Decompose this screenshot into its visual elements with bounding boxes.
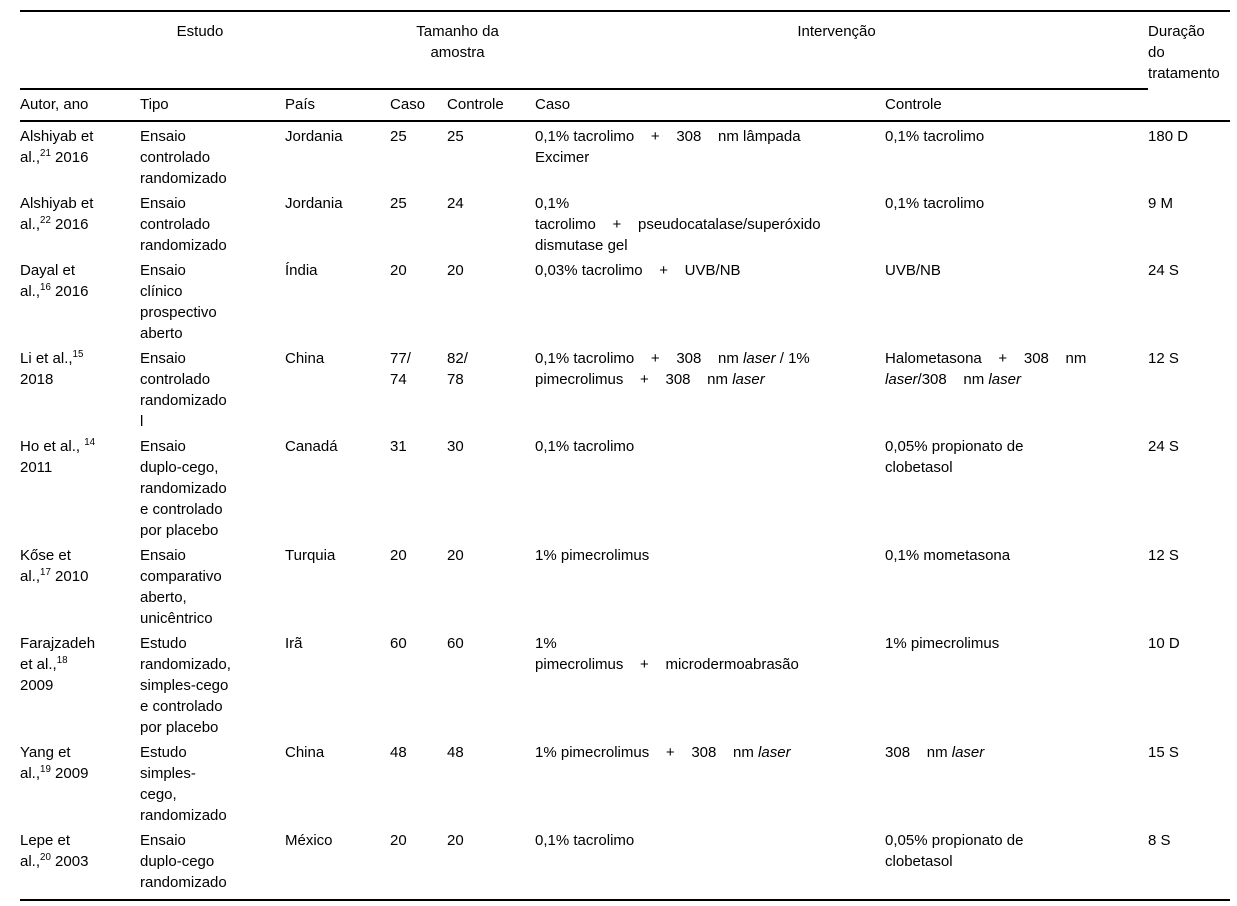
cell-controle-n: 20 xyxy=(447,832,464,849)
cell-pais: Turquia xyxy=(285,547,336,564)
cell-controle-n: 48 xyxy=(447,744,464,761)
cell-autor-ano: Alshiyab et al.,22 2016 xyxy=(20,195,94,233)
cell-intervencao-controle: 0,05% propionato de clobetasol xyxy=(885,832,1024,870)
cell-duracao: 24 S xyxy=(1148,438,1179,455)
header-autor-ano: Autor, ano xyxy=(20,89,140,122)
cell-autor-ano: Yang et al.,19 2009 xyxy=(20,744,89,782)
study-row: Ho et al., 14 2011 Ensaio duplo-cego, random… xyxy=(20,432,1230,541)
cell-autor-ano: Dayal et al.,16 2016 xyxy=(20,262,89,300)
cell-tipo: Ensaio duplo-cego randomizado xyxy=(140,832,227,891)
cell-tipo: Ensaio controlado randomizado xyxy=(140,195,227,254)
study-row: Li et al.,15 2018 Ensaio controlado randomiz… xyxy=(20,344,1230,432)
cell-intervencao-caso: 0,1% tacrolimo + 308 nm laser / 1% pimecr… xyxy=(535,350,810,388)
cell-intervencao-controle: 308 nm laser xyxy=(885,744,985,761)
cell-duracao: 180 D xyxy=(1148,128,1189,145)
table-header: Estudo Tamanho da amostra Intervenção Dur… xyxy=(20,11,1231,122)
cell-pais: Jordania xyxy=(285,195,343,212)
cell-intervencao-controle: UVB/NB xyxy=(885,262,941,279)
cell-tipo: Ensaio controlado randomizado l xyxy=(140,350,227,430)
cell-pais: Irã xyxy=(285,635,303,652)
cell-caso-n: 20 xyxy=(390,832,407,849)
cell-autor-ano: Alshiyab et al.,21 2016 xyxy=(20,128,94,166)
cell-controle-n: 82/78 xyxy=(447,350,468,388)
cell-duracao: 9 M xyxy=(1148,195,1174,212)
cell-intervencao-caso: 1% pimecrolimus + 308 nm laser xyxy=(535,744,791,761)
header-group-intervencao: Intervenção xyxy=(535,11,1149,90)
cell-autor-ano: Li et al.,15 2018 xyxy=(20,349,84,388)
header-amostra-caso: Caso xyxy=(390,89,448,122)
header-intervencao-caso: Caso xyxy=(535,89,886,122)
cell-pais: Jordania xyxy=(285,128,343,145)
study-row: Farajzadeh et al.,18 2009 Estudo randomizado… xyxy=(20,629,1230,738)
cell-pais: México xyxy=(285,832,333,849)
cell-duracao: 8 S xyxy=(1148,832,1171,849)
header-amostra-controle: Controle xyxy=(447,89,536,122)
cell-controle-n: 20 xyxy=(447,262,464,279)
cell-intervencao-caso: 0,1% tacrolimo xyxy=(535,438,635,455)
cell-intervencao-controle: 0,1% tacrolimo xyxy=(885,195,985,212)
cell-pais: China xyxy=(285,350,325,367)
cell-caso-n: 20 xyxy=(390,547,407,564)
cell-caso-n: 48 xyxy=(390,744,407,761)
cell-controle-n: 25 xyxy=(447,128,464,145)
cell-intervencao-controle: 0,05% propionato de clobetasol xyxy=(885,438,1024,476)
cell-duracao: 24 S xyxy=(1148,262,1179,279)
cell-controle-n: 20 xyxy=(447,547,464,564)
cell-autor-ano: Farajzadeh et al.,18 2009 xyxy=(20,635,96,694)
cell-tipo: Ensaio controlado randomizado xyxy=(140,128,227,187)
study-row: Kőse et al.,17 2010 Ensaio comparativo abert… xyxy=(20,541,1230,629)
column-header-row: Autor, ano Tipo País Caso Controle Caso … xyxy=(20,89,1230,122)
cell-tipo: Estudo randomizado, simples-cego e controla… xyxy=(140,635,231,736)
cell-tipo: Ensaio duplo-cego, randomizado e controlado… xyxy=(140,438,227,539)
cell-controle-n: 30 xyxy=(447,438,464,455)
cell-duracao: 12 S xyxy=(1148,350,1179,367)
cell-caso-n: 60 xyxy=(390,635,407,652)
cell-intervencao-caso: 0,1% tacrolimo + 308 nm lâmpada Excimer xyxy=(535,128,801,166)
cell-autor-ano: Ho et al., 14 2011 xyxy=(20,437,96,476)
cell-intervencao-caso: 0,1% tacrolimo + pseudocatalase/superóxid… xyxy=(535,195,821,254)
cell-pais: Canadá xyxy=(285,438,338,455)
cell-intervencao-caso: 0,03% tacrolimo + UVB/NB xyxy=(535,262,741,279)
study-row: Lepe et al.,20 2003 Ensaio duplo-cego random… xyxy=(20,826,1230,900)
cell-intervencao-controle: 0,1% mometasona xyxy=(885,547,1011,564)
cell-controle-n: 60 xyxy=(447,635,464,652)
cell-tipo: Estudo simples-cego, randomizado xyxy=(140,744,227,824)
cell-intervencao-caso: 0,1% tacrolimo xyxy=(535,832,635,849)
cell-controle-n: 24 xyxy=(447,195,464,212)
cell-duracao: 12 S xyxy=(1148,547,1179,564)
cell-pais: Índia xyxy=(285,262,318,279)
cell-intervencao-caso: 1% pimecrolimus + microdermoabrasão xyxy=(535,635,799,673)
cell-caso-n: 77/74 xyxy=(390,350,411,388)
study-row: Yang et al.,19 2009 Estudo simples-cego, ran… xyxy=(20,738,1230,826)
cell-pais: China xyxy=(285,744,325,761)
header-duracao-tratamento: Duração do tratamento xyxy=(1148,11,1231,122)
cell-intervencao-controle: 1% pimecrolimus xyxy=(885,635,1000,652)
cell-caso-n: 25 xyxy=(390,128,407,145)
header-pais: País xyxy=(285,89,391,122)
header-intervencao-controle: Controle xyxy=(885,89,1149,122)
studies-table: Estudo Tamanho da amostra Intervenção Dur… xyxy=(20,10,1231,901)
cell-duracao: 10 D xyxy=(1148,635,1180,652)
header-tipo: Tipo xyxy=(140,89,285,122)
cell-duracao: 15 S xyxy=(1148,744,1179,761)
header-group-estudo: Estudo xyxy=(20,11,391,90)
header-group-tamanho-amostra: Tamanho da amostra xyxy=(390,11,536,90)
cell-tipo: Ensaio comparativo aberto, unicêntrico xyxy=(140,547,222,627)
cell-caso-n: 31 xyxy=(390,438,407,455)
study-row: Alshiyab et al.,22 2016 Ensaio controlado ra… xyxy=(20,189,1230,256)
cell-autor-ano: Kőse et al.,17 2010 xyxy=(20,547,89,585)
cell-tipo: Ensaio clínico prospectivo aberto xyxy=(140,262,217,342)
cell-autor-ano: Lepe et al.,20 2003 xyxy=(20,832,89,870)
cell-intervencao-controle: 0,1% tacrolimo xyxy=(885,128,985,145)
cell-intervencao-controle: Halometasona + 308 nm laser/308 nm laser xyxy=(885,350,1087,388)
group-header-row: Estudo Tamanho da amostra Intervenção Dur… xyxy=(20,11,1231,122)
cell-intervencao-caso: 1% pimecrolimus xyxy=(535,547,650,564)
study-row: Dayal et al.,16 2016 Ensaio clínico prospect… xyxy=(20,256,1230,344)
cell-caso-n: 25 xyxy=(390,195,407,212)
cell-caso-n: 20 xyxy=(390,262,407,279)
study-row: Alshiyab et al.,21 2016 Ensaio controlado ra… xyxy=(20,121,1230,189)
table-body: Alshiyab et al.,21 2016 Ensaio controlado ra… xyxy=(20,121,1230,900)
